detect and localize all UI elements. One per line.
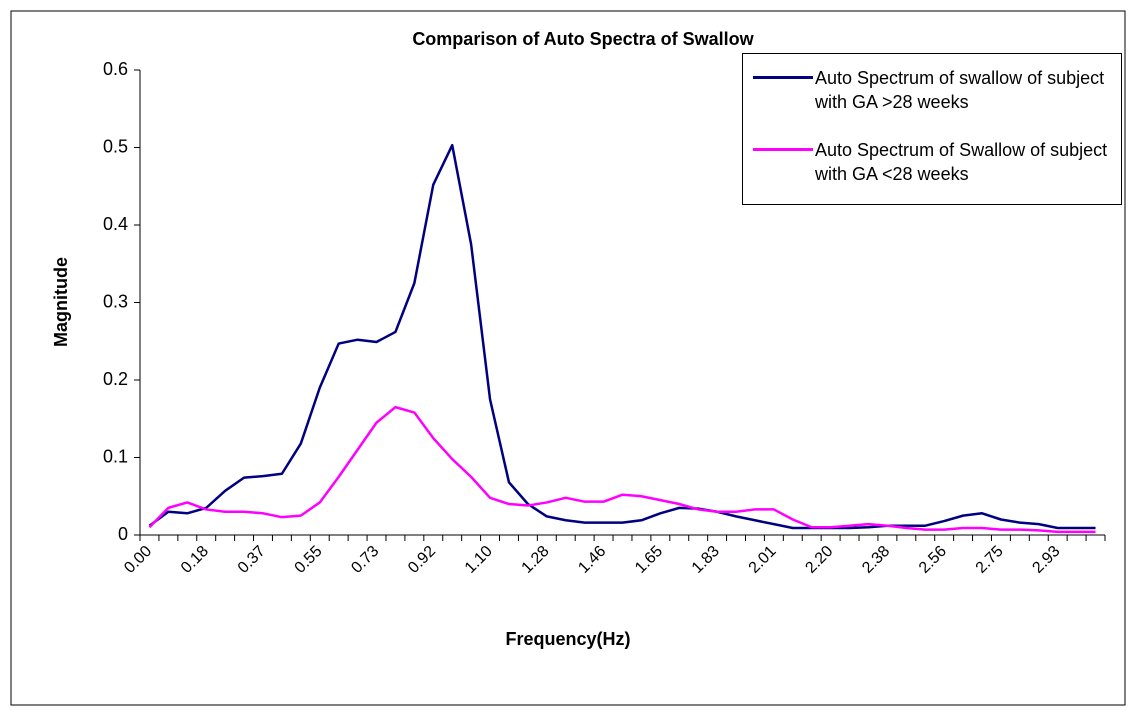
series-line [148, 143, 1096, 530]
legend-label: Auto Spectrum of Swallow of subject with… [815, 140, 1108, 184]
x-axis-label: Frequency(Hz) [505, 629, 630, 649]
y-tick-label: 0.3 [103, 291, 128, 311]
y-tick-label: 0.2 [103, 369, 128, 389]
y-tick-label: 0 [118, 524, 128, 544]
y-tick-label: 0.6 [103, 59, 128, 79]
y-axis-label: Magnitude [51, 257, 71, 347]
legend-swatch [753, 148, 813, 151]
series-line [148, 405, 1096, 534]
y-tick-label: 0.4 [103, 214, 128, 234]
legend: Auto Spectrum of swallow of subject with… [742, 53, 1122, 205]
legend-label: Auto Spectrum of swallow of subject with… [815, 68, 1105, 112]
chart-title: Comparison of Auto Spectra of Swallow [412, 29, 754, 49]
y-tick-label: 0.1 [103, 446, 128, 466]
legend-swatch [753, 76, 813, 79]
y-tick-label: 0.5 [103, 136, 128, 156]
